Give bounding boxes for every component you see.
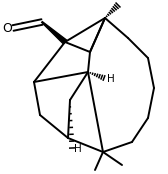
Text: O: O: [2, 22, 12, 34]
Text: H: H: [107, 74, 115, 84]
Polygon shape: [42, 22, 67, 44]
Text: H: H: [74, 144, 82, 154]
